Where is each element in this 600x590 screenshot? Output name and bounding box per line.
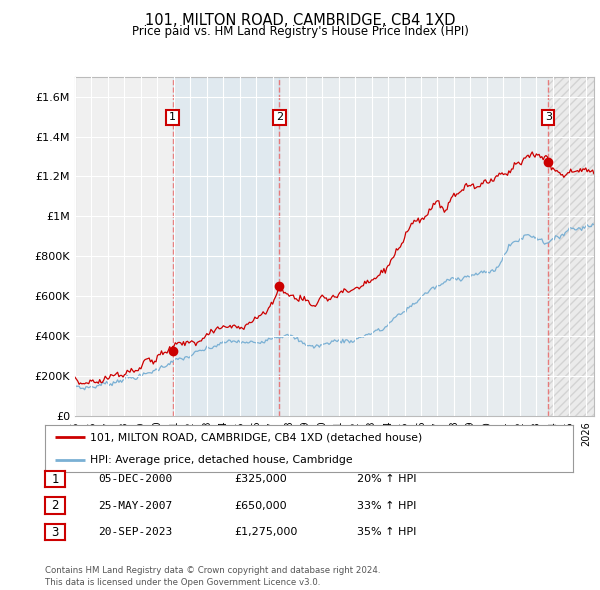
Text: 35% ↑ HPI: 35% ↑ HPI xyxy=(357,527,416,537)
Bar xyxy=(173,77,280,416)
Text: 3: 3 xyxy=(52,526,59,539)
Bar xyxy=(548,77,594,416)
Text: £325,000: £325,000 xyxy=(234,474,287,484)
Text: Price paid vs. HM Land Registry's House Price Index (HPI): Price paid vs. HM Land Registry's House … xyxy=(131,25,469,38)
Text: HPI: Average price, detached house, Cambridge: HPI: Average price, detached house, Camb… xyxy=(90,455,353,465)
Text: 25-MAY-2007: 25-MAY-2007 xyxy=(98,501,172,510)
Text: £1,275,000: £1,275,000 xyxy=(234,527,298,537)
Text: 2: 2 xyxy=(276,113,283,122)
Text: 1: 1 xyxy=(169,113,176,122)
Text: 101, MILTON ROAD, CAMBRIDGE, CB4 1XD (detached house): 101, MILTON ROAD, CAMBRIDGE, CB4 1XD (de… xyxy=(90,432,422,442)
Text: 05-DEC-2000: 05-DEC-2000 xyxy=(98,474,172,484)
Text: £650,000: £650,000 xyxy=(234,501,287,510)
Text: Contains HM Land Registry data © Crown copyright and database right 2024.
This d: Contains HM Land Registry data © Crown c… xyxy=(45,566,380,587)
Text: 2: 2 xyxy=(52,499,59,512)
Text: 33% ↑ HPI: 33% ↑ HPI xyxy=(357,501,416,510)
Text: 20-SEP-2023: 20-SEP-2023 xyxy=(98,527,172,537)
Text: 101, MILTON ROAD, CAMBRIDGE, CB4 1XD: 101, MILTON ROAD, CAMBRIDGE, CB4 1XD xyxy=(145,13,455,28)
Text: 20% ↑ HPI: 20% ↑ HPI xyxy=(357,474,416,484)
Text: 1: 1 xyxy=(52,473,59,486)
Text: 3: 3 xyxy=(545,113,551,122)
Bar xyxy=(280,77,548,416)
